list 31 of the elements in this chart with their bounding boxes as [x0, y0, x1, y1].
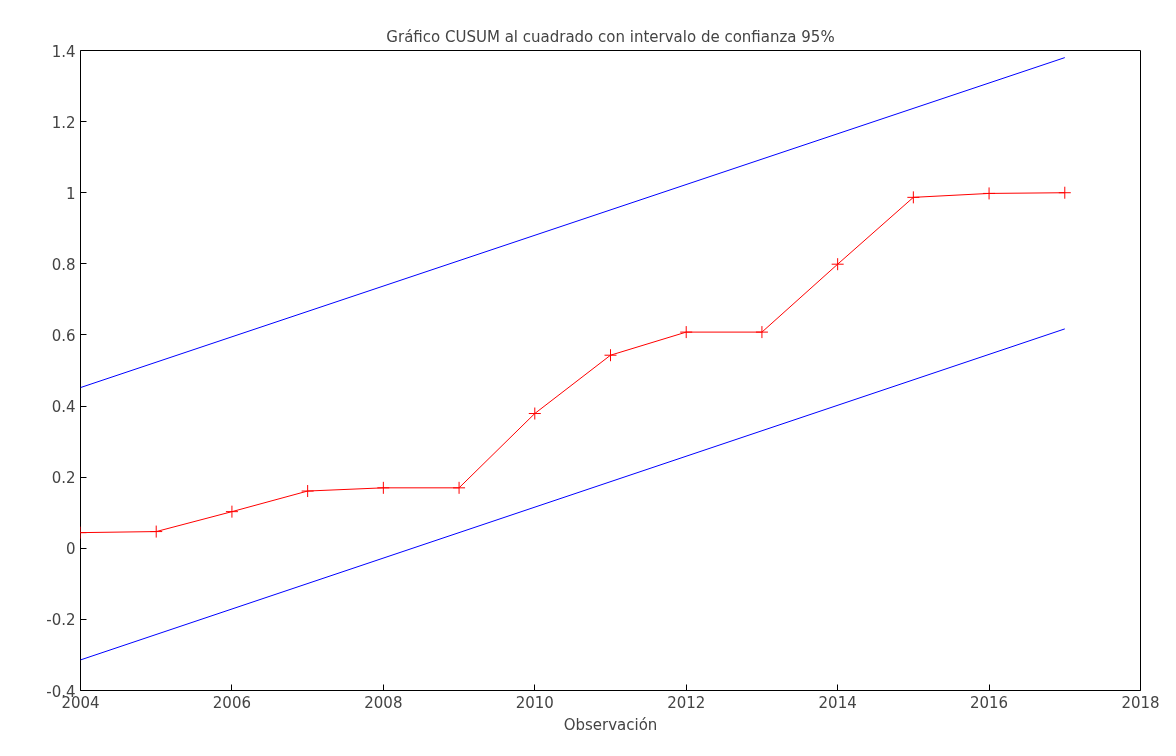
x-tick-label: 2018: [1121, 693, 1160, 712]
y-tick-label: 0: [65, 540, 76, 559]
point: [679, 325, 693, 339]
y-tick-label: 0.6: [51, 326, 76, 345]
x-tick-label: 2014: [818, 693, 857, 712]
point: [1058, 186, 1072, 200]
point: [755, 325, 769, 339]
chart-title: Gráfico CUSUM al cuadrado con intervalo de confianza 95%: [386, 27, 835, 46]
x-tick-label: 2006: [212, 693, 252, 712]
x-tick-label: 2008: [364, 693, 403, 712]
point: [376, 481, 390, 495]
y-tick-label: 0.2: [51, 469, 76, 488]
x-tick-label: 2016: [969, 693, 1009, 712]
x-tick-label: 2010: [515, 693, 554, 712]
point: [604, 348, 617, 362]
y-tick-label: 1.4: [51, 42, 76, 61]
y-tick-label: 1.2: [51, 113, 76, 132]
point: [225, 505, 239, 519]
point: [982, 186, 996, 200]
point: [831, 257, 845, 271]
y-tick-label: 1: [65, 184, 76, 203]
y-tick-label: -0.2: [46, 611, 76, 630]
point: [528, 407, 542, 421]
point: [301, 484, 315, 498]
point: [149, 525, 163, 539]
x-tick-label: 2012: [667, 693, 706, 712]
point: [906, 190, 920, 204]
y-tick-label: 0.4: [51, 398, 76, 417]
point: [452, 481, 466, 495]
y-tick-label: 0.8: [51, 255, 76, 274]
x-axis-title: Observación: [563, 715, 658, 734]
